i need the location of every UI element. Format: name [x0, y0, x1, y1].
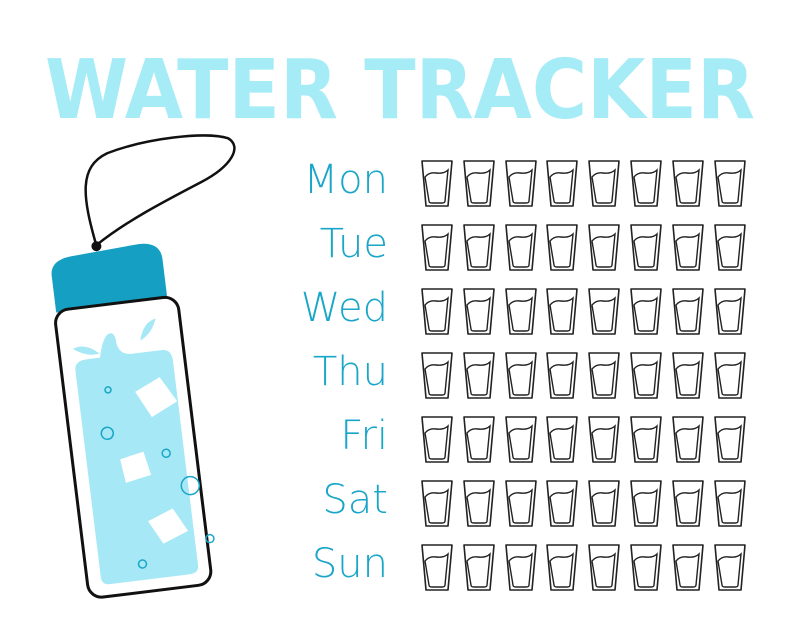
glass-icon[interactable]	[504, 479, 538, 529]
day-label: Fri	[340, 413, 388, 459]
day-label: Tue	[319, 221, 388, 267]
glass-icon[interactable]	[629, 351, 663, 401]
glass-icon[interactable]	[504, 159, 538, 209]
glass-icon[interactable]	[545, 479, 579, 529]
glass-icon[interactable]	[462, 159, 496, 209]
day-label: Wed	[300, 285, 388, 331]
glass-icon[interactable]	[462, 415, 496, 465]
day-row-fri: Fri	[290, 411, 770, 467]
day-row-mon: Mon	[290, 155, 770, 211]
glass-icon[interactable]	[420, 351, 454, 401]
glass-icon[interactable]	[420, 543, 454, 593]
glass-icon[interactable]	[587, 287, 621, 337]
glass-icon[interactable]	[420, 223, 454, 273]
glass-icon[interactable]	[671, 287, 705, 337]
day-row-sat: Sat	[290, 475, 770, 531]
glass-icon[interactable]	[504, 415, 538, 465]
day-row-sun: Sun	[290, 539, 770, 595]
day-row-tue: Tue	[290, 219, 770, 275]
glass-icon[interactable]	[504, 287, 538, 337]
glass-icon[interactable]	[462, 223, 496, 273]
glass-icon[interactable]	[462, 351, 496, 401]
glass-icon[interactable]	[462, 479, 496, 529]
glass-icon[interactable]	[462, 287, 496, 337]
glass-icon[interactable]	[713, 479, 747, 529]
glass-icon[interactable]	[545, 351, 579, 401]
glass-icon[interactable]	[629, 543, 663, 593]
title-text: WATER TRACKER	[45, 43, 755, 130]
glass-icon[interactable]	[587, 543, 621, 593]
glass-icon[interactable]	[671, 351, 705, 401]
glass-icon[interactable]	[587, 223, 621, 273]
glass-icon[interactable]	[629, 479, 663, 529]
glass-icon[interactable]	[587, 351, 621, 401]
glass-icon[interactable]	[504, 543, 538, 593]
day-label: Mon	[303, 157, 388, 203]
bottle-strap	[84, 134, 236, 247]
glass-icon[interactable]	[671, 415, 705, 465]
glass-icon[interactable]	[587, 415, 621, 465]
glass-icon[interactable]	[545, 415, 579, 465]
glass-icon[interactable]	[504, 223, 538, 273]
glass-icon[interactable]	[587, 159, 621, 209]
glass-icon[interactable]	[629, 287, 663, 337]
bottle-cap	[51, 243, 168, 313]
glass-icon[interactable]	[420, 415, 454, 465]
glass-icon[interactable]	[713, 287, 747, 337]
glass-icon[interactable]	[713, 351, 747, 401]
glass-icon[interactable]	[545, 159, 579, 209]
glass-icon[interactable]	[629, 159, 663, 209]
day-row-thu: Thu	[290, 347, 770, 403]
glass-icon[interactable]	[420, 287, 454, 337]
glass-icon[interactable]	[462, 543, 496, 593]
day-label: Sun	[311, 541, 388, 587]
glass-icon[interactable]	[545, 543, 579, 593]
day-label: Sat	[322, 477, 388, 523]
day-label: Thu	[312, 349, 388, 395]
water-bottle-icon	[51, 134, 236, 599]
day-row-wed: Wed	[290, 283, 770, 339]
glass-icon[interactable]	[420, 159, 454, 209]
glass-icon[interactable]	[713, 159, 747, 209]
glass-icon[interactable]	[713, 223, 747, 273]
glass-icon[interactable]	[671, 543, 705, 593]
glass-icon[interactable]	[545, 287, 579, 337]
glass-icon[interactable]	[671, 479, 705, 529]
glass-icon[interactable]	[713, 543, 747, 593]
glass-icon[interactable]	[629, 415, 663, 465]
glass-icon[interactable]	[545, 223, 579, 273]
glass-icon[interactable]	[713, 415, 747, 465]
glass-icon[interactable]	[671, 223, 705, 273]
page-title: WATER TRACKER	[45, 43, 755, 130]
glass-icon[interactable]	[504, 351, 538, 401]
glass-icon[interactable]	[420, 479, 454, 529]
glass-icon[interactable]	[587, 479, 621, 529]
glass-icon[interactable]	[671, 159, 705, 209]
glass-icon[interactable]	[629, 223, 663, 273]
